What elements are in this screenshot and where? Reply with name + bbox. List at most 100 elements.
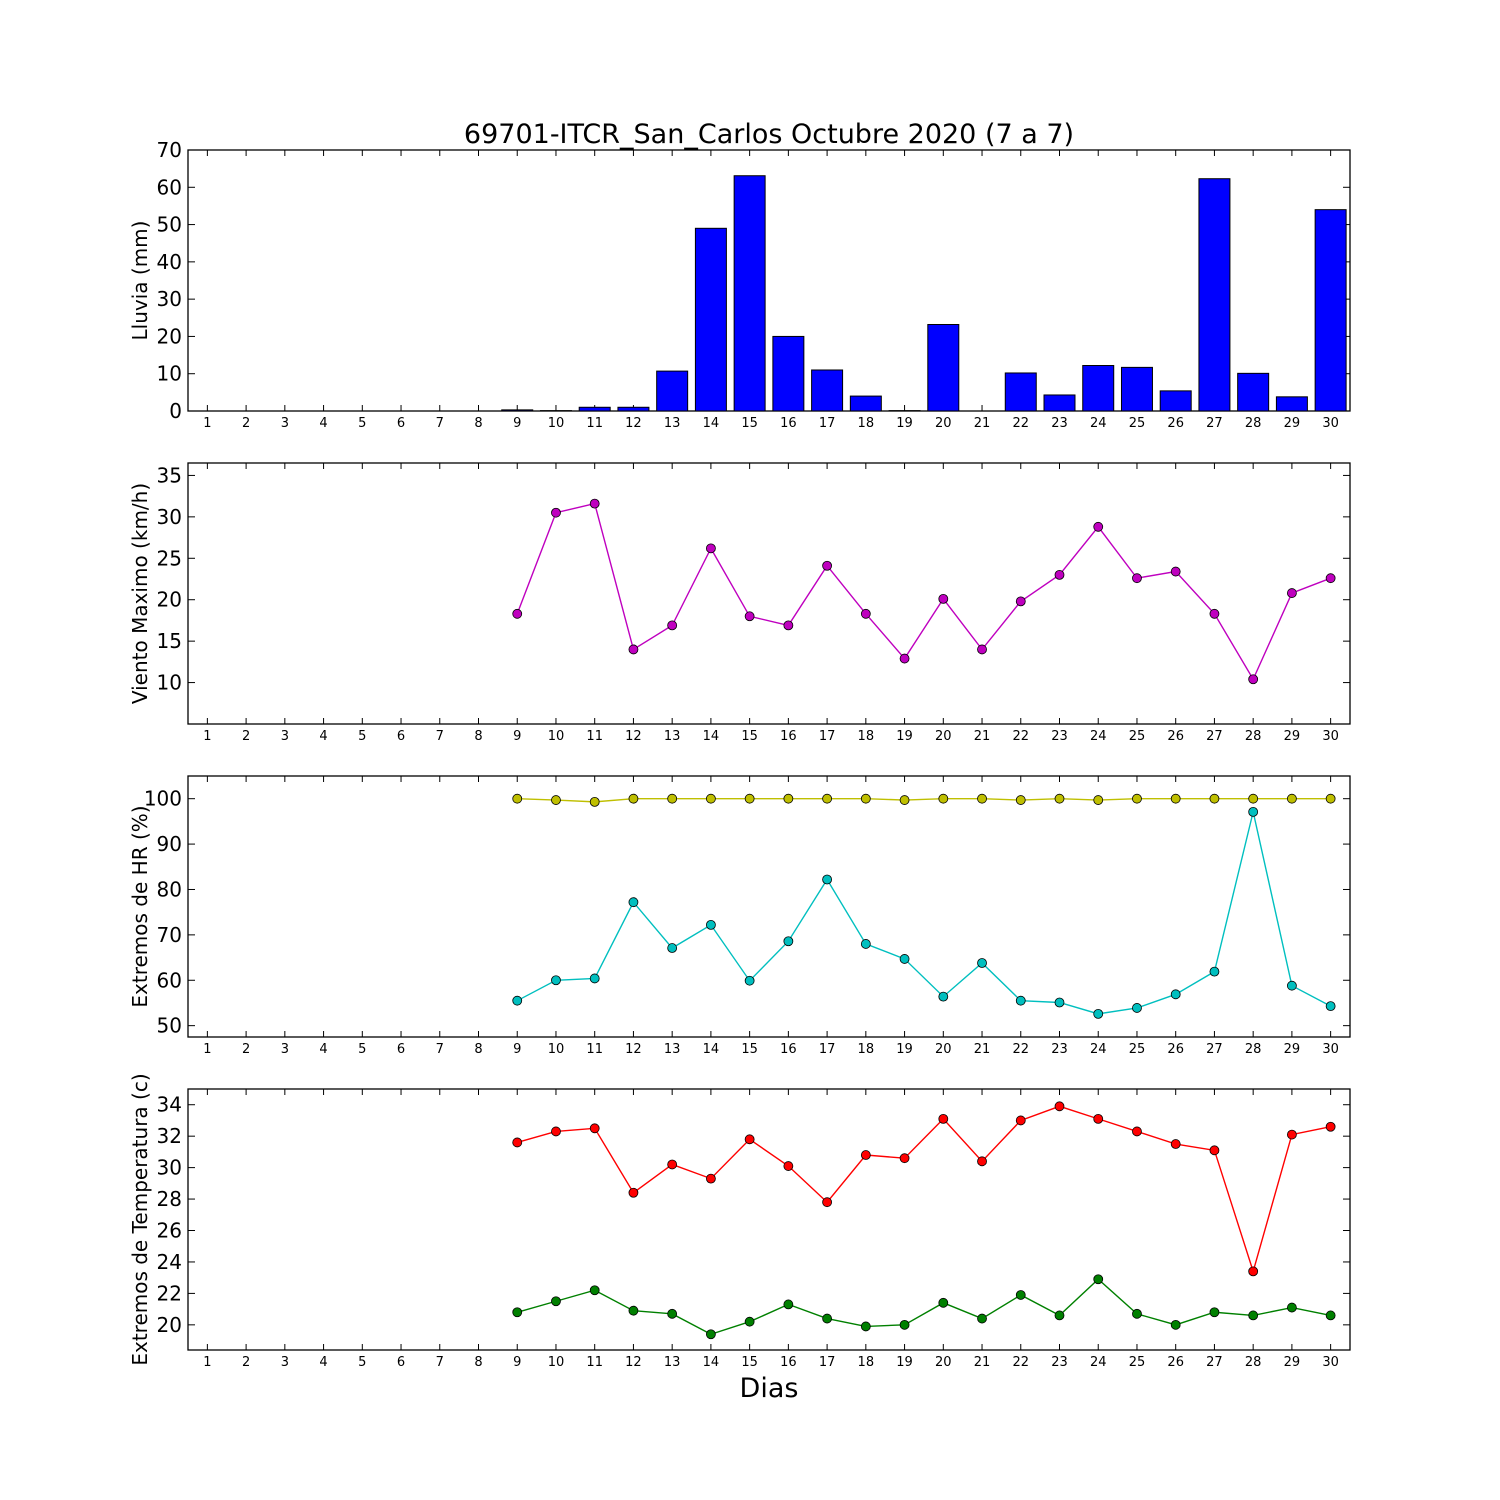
data-point [860,939,871,949]
data-point [1093,795,1104,805]
x-tick-label: 20 [935,416,952,431]
data-point [628,793,639,804]
data-point [860,1150,871,1160]
data-point [783,1299,794,1310]
data-point [551,1126,561,1137]
x-tick-label: 30 [1322,1355,1339,1370]
data-point [1287,588,1297,598]
x-tick-label: 8 [474,729,482,744]
data-point [667,943,678,953]
y-tick-label: 25 [157,546,182,570]
data-point [706,543,716,554]
data-point [706,1329,716,1340]
x-tick-label: 26 [1167,416,1184,431]
data-point [706,919,716,930]
x-tick-label: 3 [281,416,289,431]
x-tick-label: 8 [474,416,482,431]
x-tick-label: 12 [625,1042,642,1057]
data-point [1054,1310,1065,1321]
y-tick-label: 28 [157,1187,182,1211]
x-tick-label: 27 [1206,1042,1223,1057]
data-point [860,608,871,619]
x-tick-label: 17 [819,729,836,744]
x-tick-label: 20 [935,729,952,744]
data-point [899,1153,910,1164]
data-point [899,795,910,805]
data-point [744,975,755,986]
bar [1314,209,1347,412]
data-point [1132,1003,1142,1013]
x-tick-label: 6 [397,1042,405,1057]
x-tick-label: 7 [436,1355,444,1370]
x-axis-label: Dias [740,1373,799,1404]
data-point [822,793,832,804]
x-tick-label: 21 [974,1042,991,1057]
x-tick-label: 28 [1245,416,1262,431]
data-point [1170,793,1181,804]
bar [1275,396,1308,412]
x-tick-label: 5 [358,729,366,744]
bar [656,370,689,412]
x-tick-label: 2 [242,1042,250,1057]
data-point [589,1285,600,1296]
x-tick-label: 19 [896,729,913,744]
data-point [1132,573,1142,584]
data-point [667,1159,678,1170]
x-tick-label: 16 [780,1355,797,1370]
x-tick-label: 26 [1167,729,1184,744]
x-tick-label: 1 [203,1355,211,1370]
y-tick-label: 34 [157,1093,182,1117]
x-tick-label: 25 [1129,1355,1146,1370]
data-point [1248,1266,1259,1277]
data-point [512,793,523,804]
data-point [977,793,987,804]
y-tick-label: 50 [157,1014,182,1038]
data-point [1054,569,1065,580]
y-tick-label: 10 [157,671,182,695]
x-tick-label: 7 [436,1042,444,1057]
data-point [1170,989,1181,1000]
x-tick-label: 20 [935,1042,952,1057]
x-tick-label: 7 [436,729,444,744]
data-point [977,1313,987,1324]
x-tick-label: 19 [896,1355,913,1370]
data-point [551,507,561,518]
data-point [1170,566,1181,577]
y-tick-label: 10 [157,362,182,386]
x-tick-label: 8 [474,1355,482,1370]
x-tick-label: 10 [548,1042,565,1057]
x-tick-label: 14 [703,1355,720,1370]
x-tick-label: 9 [513,1042,521,1057]
data-point [667,1308,678,1319]
x-tick-label: 29 [1284,1042,1301,1057]
x-tick-label: 24 [1090,416,1107,431]
series-line [517,1278,1331,1336]
data-point [1093,1274,1104,1285]
data-point [1132,1126,1142,1137]
x-tick-label: 18 [858,729,875,744]
x-tick-label: 29 [1284,1355,1301,1370]
x-tick-label: 25 [1129,416,1146,431]
data-point [706,1173,716,1184]
x-tick-label: 21 [974,1355,991,1370]
data-point [628,897,639,908]
data-point [1132,793,1142,804]
data-point [628,644,639,655]
x-tick-label: 17 [819,416,836,431]
x-tick-label: 18 [858,416,875,431]
x-tick-label: 15 [741,729,758,744]
x-tick-label: 23 [1051,416,1068,431]
x-tick-label: 16 [780,1042,797,1057]
y-tick-label: 70 [157,923,182,947]
x-tick-label: 9 [513,416,521,431]
x-tick-label: 22 [1012,416,1029,431]
x-tick-label: 10 [548,416,565,431]
x-tick-label: 21 [974,729,991,744]
plot-frame [187,1088,1351,1351]
x-tick-label: 14 [703,729,720,744]
x-tick-label: 21 [974,416,991,431]
data-point [1287,1129,1297,1140]
x-tick-label: 24 [1090,1042,1107,1057]
data-point [1015,795,1026,805]
data-point [589,1123,600,1134]
